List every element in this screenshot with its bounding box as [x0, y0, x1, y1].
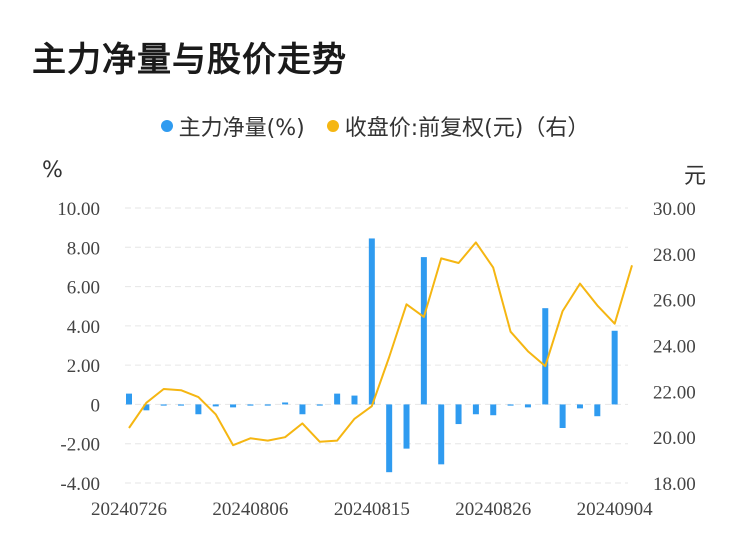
bar [264, 404, 271, 406]
bar [472, 404, 479, 415]
close-price-line [128, 241, 633, 447]
bar [438, 404, 445, 465]
bar [282, 402, 289, 405]
legend: 主力净量(%) 收盘价:前复权(元)（右） [0, 110, 750, 142]
bar [403, 404, 410, 449]
y-right-tick-label: 20.00 [653, 428, 696, 449]
legend-marker-yellow [326, 120, 339, 132]
bar [594, 404, 601, 417]
x-tick-label: 20240806 [212, 499, 288, 520]
legend-label-net-volume: 主力净量(%) [178, 116, 305, 141]
y-left-tick-label: 4.00 [67, 317, 100, 338]
x-tick-label: 20240904 [577, 499, 654, 520]
bar [490, 404, 497, 416]
x-tick-label: 20240826 [455, 499, 531, 520]
y-right-tick-label: 28.00 [653, 245, 696, 266]
legend-marker-blue [160, 120, 173, 132]
y-right-tick-label: 24.00 [653, 337, 696, 358]
bar [559, 404, 566, 428]
y-left-tick-label: 8.00 [67, 238, 100, 259]
bar [247, 404, 254, 406]
bar [178, 404, 185, 406]
y-left-tick-label: -2.00 [60, 435, 100, 456]
bar [212, 404, 219, 407]
bar [299, 404, 306, 415]
bar [386, 404, 393, 473]
bar [143, 404, 150, 411]
y-left-tick-label: 10.00 [57, 199, 100, 220]
bar [316, 404, 323, 406]
bar [420, 257, 427, 405]
bar [160, 404, 167, 406]
y-right-tick-label: 18.00 [653, 474, 696, 495]
x-tick-label: 20240815 [334, 499, 410, 520]
y-left-tick-label: 6.00 [67, 278, 100, 299]
bar [524, 404, 531, 408]
chart-title: 主力净量与股价走势 [32, 40, 347, 80]
legend-item-close-price[interactable]: 收盘价:前复权(元)（右） [326, 110, 590, 142]
right-axis-unit: 元 [684, 164, 707, 189]
bar [334, 393, 341, 405]
y-right-tick-label: 26.00 [653, 291, 696, 312]
legend-item-net-volume[interactable]: 主力净量(%) [160, 110, 305, 142]
y-left-tick-label: 2.00 [67, 356, 100, 377]
y-right-tick-label: 30.00 [653, 199, 696, 220]
bar [195, 404, 202, 415]
bar [126, 393, 132, 405]
bar [576, 404, 583, 409]
bar [611, 330, 618, 405]
bar [351, 395, 358, 405]
bar [455, 404, 462, 425]
y-right-tick-label: 22.00 [653, 382, 696, 403]
legend-label-close-price: 收盘价:前复权(元)（右） [344, 116, 590, 141]
y-left-tick-label: 0 [91, 395, 101, 416]
y-left-tick-label: -4.00 [60, 474, 100, 495]
bar [507, 404, 514, 406]
bar [230, 404, 237, 408]
bar [368, 238, 375, 405]
x-tick-label: 20240726 [91, 499, 167, 520]
bar [542, 308, 549, 405]
left-axis-unit: % [42, 158, 63, 183]
